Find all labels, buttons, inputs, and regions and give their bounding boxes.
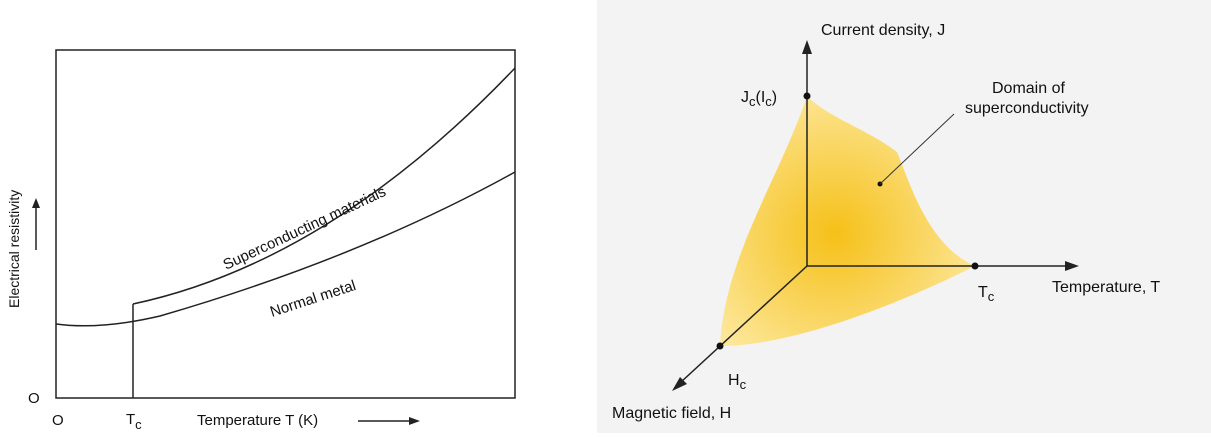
resistivity-chart: Superconducting materials Normal metal E… xyxy=(6,49,516,432)
y-axis-arrow-head xyxy=(32,198,40,208)
domain-callout-line xyxy=(879,113,955,185)
tc-label: Tc xyxy=(978,284,995,304)
t-axis-arrow-head xyxy=(1065,261,1079,271)
h-axis-arrow-head xyxy=(672,377,687,391)
h-axis-label: Magnetic field, H xyxy=(612,405,731,422)
domain-label-line1: Domain of xyxy=(992,80,1065,97)
j-axis-arrow-head xyxy=(802,40,812,54)
x-axis-arrow-head xyxy=(409,417,420,425)
critical-surface-panel: Current density, J Temperature, T Magnet… xyxy=(597,0,1211,433)
domain-label-line2: superconductivity xyxy=(965,100,1089,117)
j-axis-label: Current density, J xyxy=(821,22,945,39)
superconductivity-domain-surface xyxy=(720,96,975,346)
x-axis-label: Temperature T (K) xyxy=(197,412,318,429)
superconducting-curve-label: Superconducting materials xyxy=(221,183,389,273)
jc-point xyxy=(803,92,811,100)
y-axis-label: Electrical resistivity xyxy=(6,190,22,308)
plot-frame xyxy=(55,49,516,399)
t-axis-label: Temperature, T xyxy=(1052,279,1160,296)
h-axis xyxy=(680,265,808,383)
critical-surface-diagram: Current density, J Temperature, T Magnet… xyxy=(612,22,1160,422)
normal-metal-curve-label: Normal metal xyxy=(268,277,358,321)
superconducting-curve xyxy=(132,67,516,305)
resistivity-chart-panel: Superconducting materials Normal metal E… xyxy=(0,0,590,433)
normal-metal-curve xyxy=(55,171,516,327)
tc-label: Tc xyxy=(126,411,142,432)
tc-point xyxy=(971,262,979,270)
origin-y-label: O xyxy=(28,390,40,407)
origin-x-label: O xyxy=(52,412,64,429)
hc-label: Hc xyxy=(728,372,747,392)
hc-point xyxy=(716,342,724,350)
jc-label: Jc(Ic) xyxy=(741,89,777,109)
